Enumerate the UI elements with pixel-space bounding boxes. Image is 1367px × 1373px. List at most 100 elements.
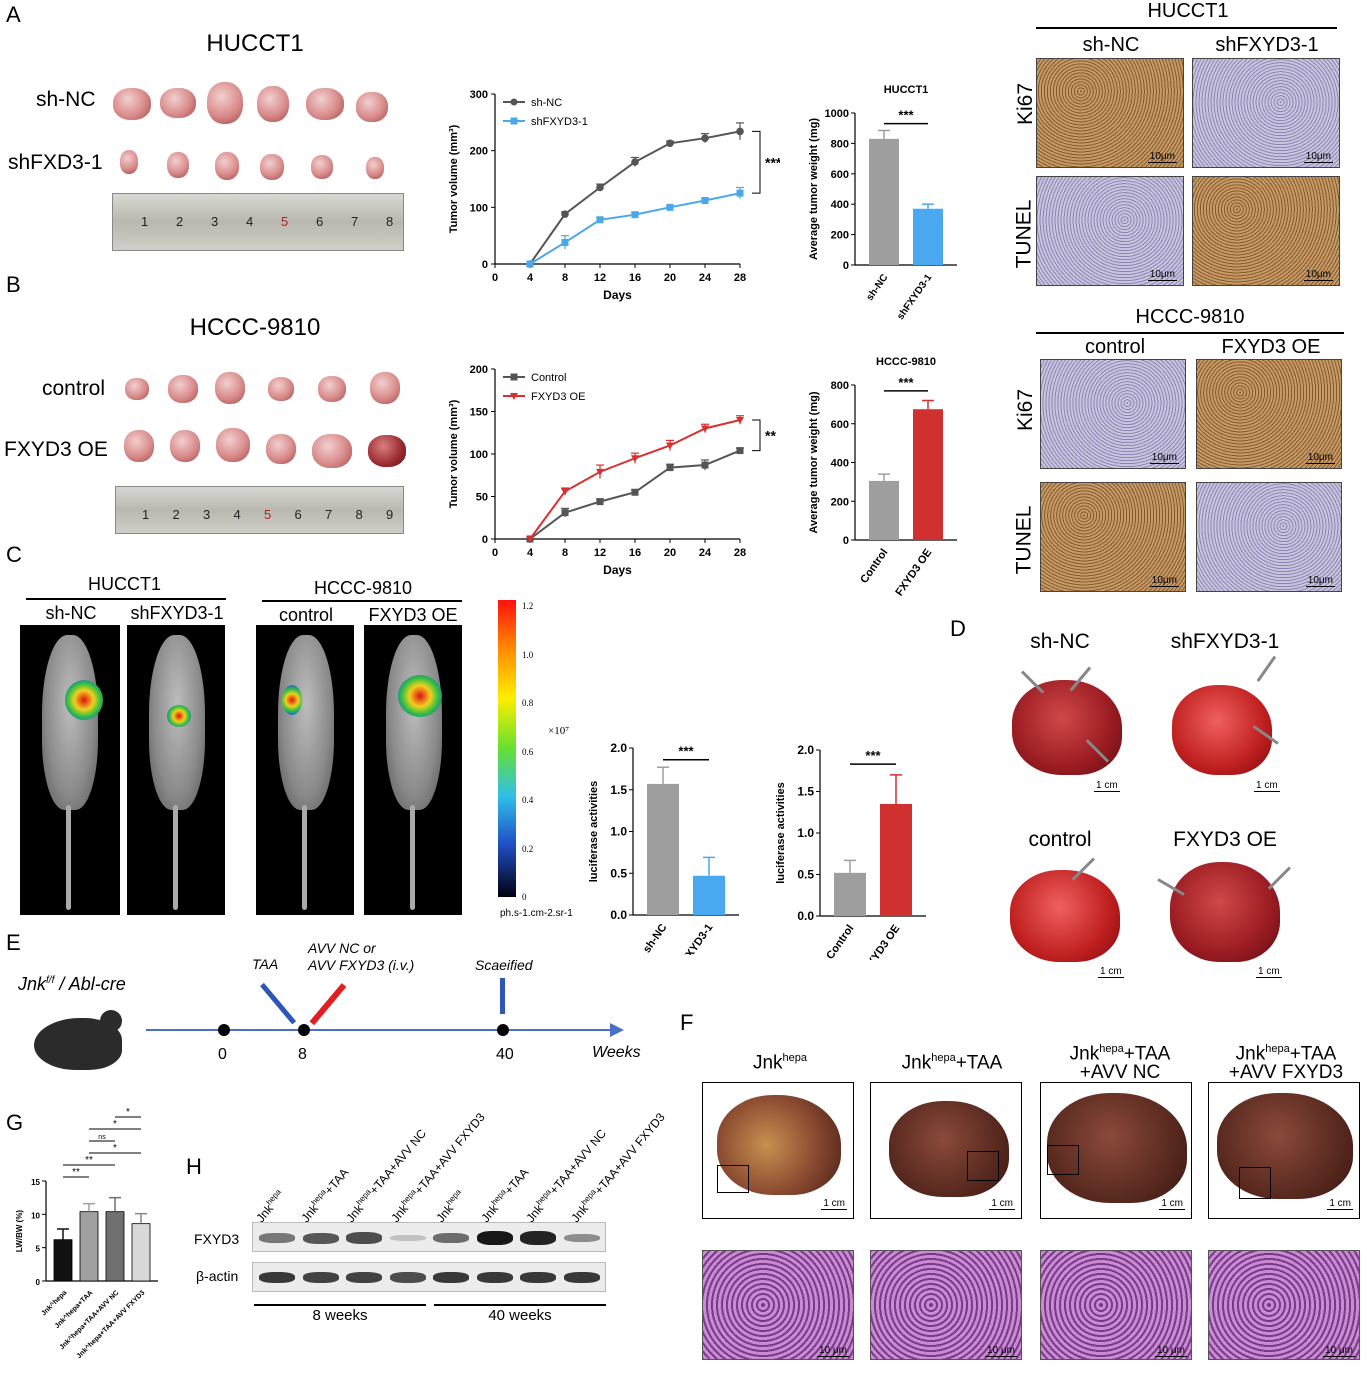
y-tick-label: 150 — [470, 407, 488, 419]
y-axis-label: LW/BW (%) — [15, 1210, 24, 1253]
legend-marker — [510, 98, 518, 106]
panel-d-label-control: control — [1028, 828, 1092, 851]
scale-bar-label: 1 cm — [1327, 1198, 1353, 1210]
data-point — [561, 488, 569, 496]
data-point — [736, 417, 744, 424]
taa-label: TAA — [252, 956, 279, 972]
y-tick-label: 400 — [831, 458, 849, 470]
blot-band — [259, 1272, 295, 1283]
ihc-top-row-tunel: TUNEL — [1012, 199, 1036, 269]
y-tick-label: 0.5 — [797, 868, 814, 882]
group1-label: 8 weeks — [312, 1307, 368, 1324]
data-point — [526, 260, 534, 268]
significance-label: *** — [765, 154, 780, 170]
timeline-label-40: 40 — [496, 1046, 514, 1063]
ihc-hccc-control-ki67: 10μm — [1040, 359, 1186, 469]
bar — [880, 803, 912, 916]
bioluminescence-signal — [167, 705, 191, 727]
tumor-sample — [311, 155, 333, 179]
y-axis-label: Average tumor weight (mg) — [808, 391, 820, 533]
y-tick-label: 0 — [482, 259, 488, 271]
legend-marker — [510, 393, 518, 400]
colorbar-tick-label: 0 — [522, 892, 527, 902]
blot-band — [346, 1272, 382, 1283]
lane-label: Jnkhepa+TAA+AVV NC — [343, 1126, 430, 1225]
significance-label: *** — [678, 744, 694, 759]
y-tick-label: 5 — [36, 1245, 41, 1254]
data-point — [631, 211, 639, 219]
y-axis-label: luciferase activities — [775, 782, 787, 884]
category-label: FXYD3 OE — [861, 923, 902, 960]
significance-label: *** — [898, 108, 914, 123]
y-tick-label: 50 — [476, 492, 488, 504]
significance-label: ** — [765, 427, 776, 443]
x-tick-label: 28 — [734, 272, 746, 284]
tumor-sample — [268, 377, 294, 401]
x-tick-label: 28 — [734, 547, 746, 559]
data-point — [736, 447, 744, 455]
mouse-image-panel — [20, 625, 120, 915]
avv-arrow-icon — [309, 983, 347, 1026]
ihc-top-row-ki67: Ki67 — [1014, 82, 1038, 126]
blot-row-actin: β-actin — [196, 1268, 239, 1284]
legend-label: shFXYD3-1 — [531, 116, 588, 128]
x-tick-label: 4 — [527, 547, 534, 559]
data-point — [631, 455, 639, 463]
blot-band — [520, 1272, 556, 1283]
data-point — [736, 127, 744, 136]
category-label: sh-NC — [641, 922, 669, 955]
tumor-sample — [207, 82, 243, 124]
y-tick-label: 0 — [843, 260, 849, 272]
panel-label-g: G — [6, 1110, 24, 1135]
bar — [869, 138, 899, 265]
y-tick-label: 300 — [470, 89, 488, 101]
group2-label: 40 weeks — [488, 1307, 552, 1324]
colorbar-tick-label: 0.4 — [522, 795, 534, 805]
y-tick-label: 0 — [36, 1278, 41, 1287]
panel-b-title: HCCC-9810 — [189, 314, 321, 341]
ihc-hccc-control-tunel: 10μm — [1040, 482, 1186, 592]
colorbar-tick-label: 0.2 — [522, 843, 534, 854]
significance-label: ** — [72, 1167, 80, 1178]
data-point — [736, 189, 744, 197]
y-tick-label: 800 — [831, 380, 849, 392]
tumor-sample — [167, 152, 189, 178]
panel-d-label-shfxyd3: shFXYD3-1 — [1170, 630, 1280, 653]
blot-band — [259, 1233, 295, 1243]
tumor-sample — [368, 435, 406, 467]
y-tick-label: 1.5 — [610, 783, 627, 797]
data-point — [701, 425, 709, 433]
data-point — [666, 442, 674, 450]
mouse-body — [42, 635, 98, 810]
ihc-top-title-rule — [1036, 27, 1337, 29]
ruler-number: 4 — [246, 214, 254, 229]
legend-label: Control — [531, 372, 566, 384]
ruler-number: 5 — [264, 507, 272, 522]
x-tick-label: 24 — [699, 547, 712, 559]
legend-marker — [510, 117, 518, 125]
category-label: shFXYD3-1 — [895, 272, 935, 322]
x-tick-label: 12 — [594, 272, 606, 284]
colorbar-unit: ph.s-1.cm-2.sr-1 — [500, 908, 573, 919]
ihc-hucct1-shnc-tunel: 10μm — [1036, 176, 1184, 286]
y-tick-label: 200 — [470, 364, 488, 376]
blot-band — [302, 1272, 339, 1283]
lane-label: Jnkhepa+TAA+AVV NC — [523, 1126, 610, 1225]
ihc-bottom-col1: control — [1084, 336, 1146, 358]
timeline-axis — [146, 1029, 616, 1031]
tumor-sample — [160, 88, 196, 118]
panel-d-scale: 1 cm — [1098, 966, 1124, 978]
ihc-hucct1-shfxyd3-tunel: 10μm — [1192, 176, 1340, 286]
ruler-number: 7 — [351, 214, 359, 229]
he-stain-4: 10 μm — [1208, 1250, 1360, 1360]
scale-bar-label: 10μm — [1305, 575, 1335, 587]
panel-d-label-shnc: sh-NC — [1030, 630, 1090, 653]
data-point — [561, 210, 569, 218]
panel-b-row2-label: FXYD3 OE — [4, 438, 108, 461]
lung-control — [1010, 870, 1120, 962]
tumor-sample — [370, 372, 400, 404]
blot-band — [520, 1231, 556, 1245]
panel-label-a: A — [6, 2, 21, 27]
ihc-top-title: HUCCT1 — [1147, 0, 1229, 22]
category-label: Control — [824, 923, 856, 960]
